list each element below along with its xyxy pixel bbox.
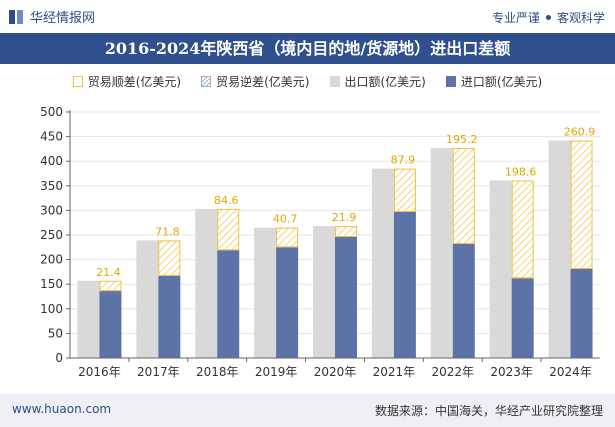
surplus-bar [99,280,122,292]
surplus-bar [511,180,534,279]
x-tick-label: 2019年 [255,365,298,379]
import-bar [335,236,357,358]
legend-label-surplus: 贸易顺差(亿美元) [87,74,182,89]
tagline-left: 专业严谨 [491,11,540,25]
y-tick-label: 450 [40,130,63,144]
legend-swatch-export [329,75,340,87]
legend-swatch-surplus [72,75,83,87]
surplus-bar [158,240,181,276]
export-bar [136,240,159,358]
import-bar [393,211,416,358]
surplus-data-label: 87.9 [391,154,416,167]
surplus-bar [335,226,357,237]
x-tick-label: 2022年 [432,365,475,379]
surplus-data-label: 21.4 [96,266,121,279]
export-bar [489,180,512,358]
surplus-bar [452,147,475,244]
brand-name: 华经情报网 [30,11,96,26]
import-bar [158,275,181,358]
surplus-data-label: 71.8 [155,225,180,238]
surplus-data-label: 40.7 [273,213,298,226]
import-bar [276,247,299,358]
export-bar [430,147,453,358]
export-bar [548,140,571,358]
y-tick-label: 300 [40,203,63,217]
import-bar [217,250,240,358]
legend-swatch-deficit [201,75,212,87]
title-bar: 2016-2024年陕西省（境内目的地/货源地）进出口差额 [0,33,615,64]
brand[interactable]: 华经情报网 [8,7,95,26]
surplus-data-label: 84.6 [214,194,239,207]
surplus-data-label: 195.2 [446,133,478,146]
x-tick-label: 2018年 [196,365,239,379]
legend-label-export: 出口额(亿美元) [344,74,426,89]
top-bar: 华经情报网 专业严谨 客观科学 [0,0,615,33]
y-tick-label: 50 [48,326,63,340]
legend-item-export: 出口额(亿美元) [329,72,426,90]
legend-label-import: 进口额(亿美元) [460,74,543,89]
import-bar [511,278,534,358]
legend-item-deficit: 贸易逆差(亿美元) [201,72,310,90]
surplus-bar [276,227,299,248]
footer-source: 数据来源：中国海关，华经产业研究院整理 [374,404,603,418]
tagline: 专业严谨 客观科学 [492,9,605,26]
y-tick-label: 150 [40,277,63,291]
legend-label-deficit: 贸易逆差(亿美元) [216,74,310,89]
y-tick-label: 0 [55,351,63,365]
surplus-bar [570,140,593,269]
export-bar [371,168,394,358]
y-tick-label: 500 [40,105,63,119]
x-tick-label: 2021年 [373,365,416,379]
footer: www.huaon.com 数据来源：中国海关，华经产业研究院整理 [0,394,615,427]
x-tick-label: 2024年 [549,365,592,379]
y-tick-label: 200 [40,253,63,267]
export-bar [313,226,335,358]
legend-item-surplus: 贸易顺差(亿美元) [72,72,182,90]
export-bar [254,227,277,358]
surplus-data-label: 198.6 [505,165,537,178]
y-tick-label: 250 [40,228,63,242]
tagline-right: 客观科学 [556,11,605,25]
legend-swatch-import [445,75,456,87]
bar-chart: 21.471.884.640.7 21.987.9195.2198.6260.9 … [40,105,600,379]
y-tick-label: 400 [40,154,63,168]
surplus-data-label: 260.9 [564,126,596,139]
import-bar [99,291,122,358]
legend-item-import: 进口额(亿美元) [445,72,543,90]
surplus-data-label: 21.9 [332,211,357,224]
y-tick-label: 350 [40,179,63,193]
export-bar [77,280,100,358]
footer-website[interactable]: www.huaon.com [12,402,112,416]
brand-logo-icon [9,9,23,24]
x-tick-label: 2023年 [490,365,533,379]
import-bar [570,268,593,358]
x-tick-label: 2020年 [314,365,357,379]
chart-title: 2016-2024年陕西省（境内目的地/货源地）进出口差额 [104,39,511,58]
legend: 贸易顺差(亿美元) 贸易逆差(亿美元) 出口额(亿美元) 进口额(亿美元) [0,72,615,90]
x-tick-label: 2016年 [78,365,121,379]
import-bar [452,243,475,358]
x-tick-label: 2017年 [137,365,180,379]
surplus-bar [217,208,240,251]
separator-dot-icon [545,15,551,20]
export-bar [195,208,218,358]
y-tick-label: 100 [40,302,63,316]
surplus-bar [393,168,416,212]
